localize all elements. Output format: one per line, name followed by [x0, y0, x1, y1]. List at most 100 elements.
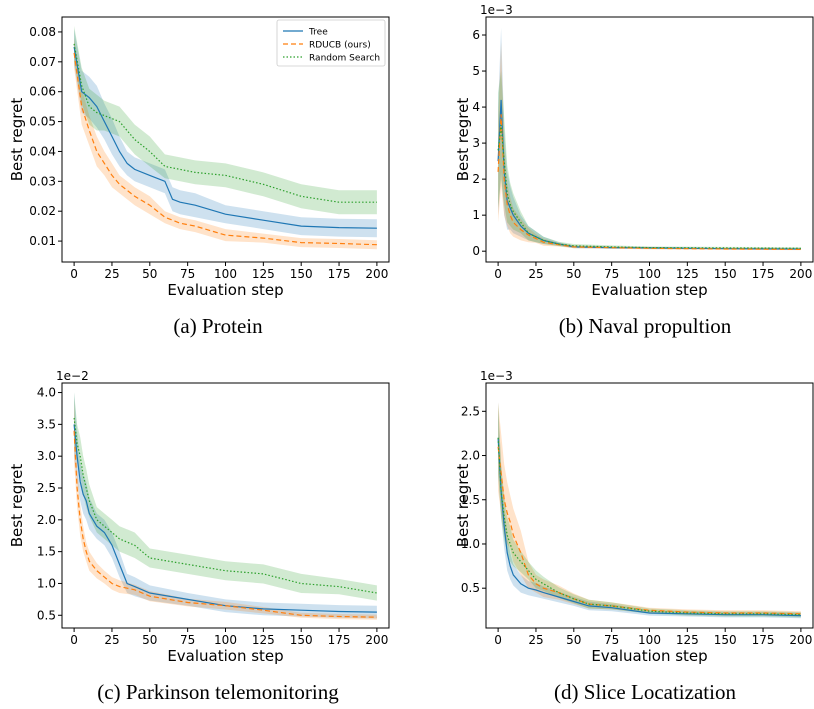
series-line-1 — [73, 52, 377, 246]
legend-box — [276, 19, 386, 67]
legend: Tree RDUCB (ours) Random Search — [276, 19, 386, 67]
series-band-2 — [74, 26, 377, 215]
y-tick-label: 2 — [472, 172, 480, 186]
legend-label-1: RDUCB (ours) — [309, 41, 371, 51]
y-tick-label: 1.5 — [37, 545, 56, 559]
x-tick-label: 175 — [328, 633, 351, 647]
x-axis-label: Evaluation step — [591, 281, 707, 299]
x-tick-label: 200 — [789, 267, 812, 281]
series-line-0 — [497, 437, 801, 617]
series-band-0 — [498, 27, 801, 250]
x-tick-label: 200 — [365, 267, 388, 281]
y-tick-label: 0.04 — [29, 144, 56, 158]
y-tick-label: 0.08 — [29, 25, 56, 39]
legend-label-0: Tree — [308, 28, 328, 38]
x-tick-label: 50 — [566, 267, 581, 281]
x-tick-label: 150 — [714, 633, 737, 647]
y-tick-label: 0 — [472, 244, 480, 258]
x-tick-label: 100 — [214, 267, 237, 281]
x-tick-label: 75 — [604, 633, 619, 647]
x-tick-label: 25 — [104, 267, 119, 281]
series-line-2 — [73, 417, 377, 594]
x-tick-label: 0 — [70, 267, 78, 281]
y-tick-label: 0.5 — [461, 581, 480, 595]
x-tick-label: 75 — [604, 267, 619, 281]
caption-b: (b) Naval propultion — [558, 314, 732, 338]
y-tick-label: 5 — [472, 64, 480, 78]
y-tick-label: 3.0 — [37, 449, 56, 463]
x-tick-label: 50 — [142, 267, 157, 281]
x-tick-label: 200 — [365, 633, 388, 647]
x-tick-label: 25 — [104, 633, 119, 647]
x-tick-label: 75 — [180, 267, 195, 281]
y-tick-label: 0.02 — [29, 204, 56, 218]
series-band-1 — [498, 42, 801, 251]
y-tick-label: 1.0 — [37, 576, 56, 590]
series-band-2 — [498, 71, 801, 250]
caption-a: (a) Protein — [173, 314, 263, 338]
x-tick-label: 125 — [252, 633, 275, 647]
y-tick-label: 2.0 — [461, 449, 480, 463]
series-line-2 — [497, 437, 801, 616]
series-band-2 — [498, 402, 801, 618]
x-tick-label: 150 — [290, 633, 313, 647]
chart-panel-1: 0 25 50 75 100 125 150 175 200 0 1 2 3 4 5 6 Evaluation … — [454, 3, 814, 299]
y-axis-label: Best regret — [8, 464, 26, 548]
y-tick-label: 2.0 — [37, 513, 56, 527]
x-tick-label: 0 — [70, 633, 78, 647]
x-tick-label: 0 — [494, 267, 502, 281]
series-line-1 — [73, 430, 377, 618]
x-axis-label: Evaluation step — [167, 281, 283, 299]
y-axis-label: Best regret — [8, 98, 26, 182]
x-tick-label: 50 — [566, 633, 581, 647]
y-tick-label: 3.5 — [37, 417, 56, 431]
x-tick-label: 175 — [328, 267, 351, 281]
x-tick-label: 25 — [528, 267, 543, 281]
x-tick-label: 200 — [789, 633, 812, 647]
y-tick-label: 2.5 — [461, 404, 480, 418]
x-tick-label: 25 — [528, 633, 543, 647]
x-tick-label: 100 — [638, 633, 661, 647]
y-tick-label: 0.07 — [29, 55, 56, 69]
x-axis-label: Evaluation step — [167, 647, 283, 665]
x-tick-label: 0 — [494, 633, 502, 647]
series-band-1 — [74, 37, 377, 250]
y-tick-label: 2.5 — [37, 481, 56, 495]
x-tick-label: 50 — [142, 633, 157, 647]
x-tick-label: 175 — [752, 633, 775, 647]
x-tick-label: 125 — [676, 267, 699, 281]
y-tick-label: 4.0 — [37, 386, 56, 400]
plot-frame — [485, 16, 814, 263]
y-tick-label: 3 — [472, 136, 480, 150]
x-tick-label: 100 — [638, 267, 661, 281]
y-tick-label: 6 — [472, 28, 480, 42]
axis-multiplier: 1e−2 — [56, 369, 89, 383]
x-tick-label: 100 — [214, 633, 237, 647]
y-tick-label: 1.5 — [461, 493, 480, 507]
x-tick-label: 125 — [252, 267, 275, 281]
series-line-1 — [497, 114, 801, 250]
y-tick-label: 0.01 — [29, 234, 56, 248]
chart-panel-3: 0 25 50 75 100 125 150 175 200 0.5 1.0 1.5 2.0 2.5 Eva… — [454, 369, 814, 665]
chart-panel-0: 0 25 50 75 100 125 150 175 200 0.01 0.02 0.03 0.04 0.… — [8, 16, 390, 299]
y-tick-label: 4 — [472, 100, 480, 114]
x-tick-label: 150 — [290, 267, 313, 281]
axis-multiplier: 1e−3 — [480, 369, 513, 383]
series-band-0 — [74, 29, 377, 238]
series-line-0 — [73, 46, 377, 229]
x-axis-label: Evaluation step — [591, 647, 707, 665]
y-tick-label: 0.03 — [29, 174, 56, 188]
chart-panel-2: 0 25 50 75 100 125 150 175 200 0.5 1.0 1.5 2.0 2.5 3.0… — [8, 369, 390, 665]
y-axis-label: Best regret — [454, 464, 472, 548]
y-tick-label: 0.5 — [37, 608, 56, 622]
y-tick-label: 1.0 — [461, 537, 480, 551]
y-tick-label: 1 — [472, 208, 480, 222]
x-tick-label: 150 — [714, 267, 737, 281]
y-tick-label: 0.05 — [29, 115, 56, 129]
series-line-0 — [73, 424, 377, 613]
series-line-1 — [497, 446, 801, 615]
x-tick-label: 75 — [180, 633, 195, 647]
x-tick-label: 175 — [752, 267, 775, 281]
y-tick-label: 0.06 — [29, 85, 56, 99]
